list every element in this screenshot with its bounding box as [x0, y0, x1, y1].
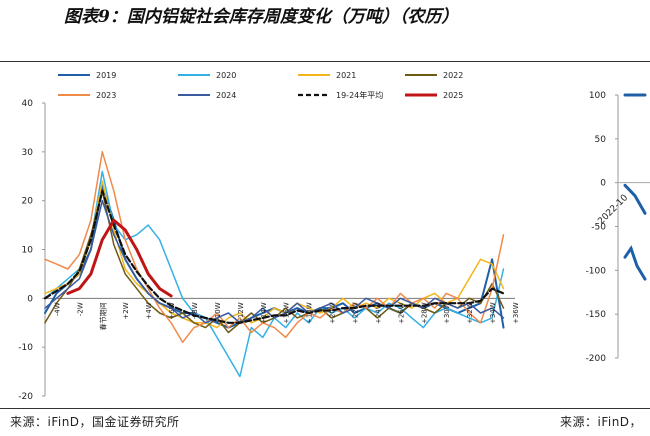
- right-y-tick-label: -100: [586, 266, 607, 276]
- x-tick-label: +28W: [420, 302, 428, 324]
- series-line-2022: [44, 190, 505, 334]
- bottom-rule: [0, 408, 650, 409]
- x-tick-label: +26W: [397, 302, 405, 324]
- legend-label-2019: 2019: [96, 71, 116, 80]
- y-tick-label: -10: [18, 343, 33, 353]
- right-y-tick-label: -150: [586, 310, 607, 320]
- right-y-tick-label: 100: [589, 91, 606, 101]
- x-tick-label: +16W: [283, 302, 291, 324]
- right-y-tick-label: 0: [600, 179, 606, 189]
- x-tick-label: +12W: [237, 302, 245, 324]
- right-series-line: [623, 245, 647, 281]
- x-tick-label: 春节期间: [98, 302, 107, 330]
- series-line-2025: [66, 218, 173, 298]
- y-tick-label: 10: [22, 246, 34, 256]
- x-tick-label: +2W: [122, 302, 130, 319]
- x-tick-label: +4W: [145, 302, 153, 319]
- x-tick-label: +20W: [329, 302, 337, 324]
- legend-label-2021: 2021: [336, 71, 356, 80]
- y-tick-label: 20: [22, 197, 34, 207]
- legend-label-2023: 2023: [96, 91, 116, 100]
- y-tick-label: -20: [18, 392, 33, 402]
- right-y-tick-label: -50: [591, 223, 606, 233]
- series-line-2020: [44, 170, 505, 378]
- x-tick-label: +14W: [260, 302, 268, 324]
- right-y-tick-label: -200: [586, 354, 607, 364]
- x-tick-label: +32W: [466, 302, 474, 324]
- series-line-19-24年平均: [43, 189, 505, 324]
- series-line-2023: [44, 151, 505, 344]
- y-tick-label: 0: [27, 294, 33, 304]
- x-tick-label: +6W: [168, 302, 176, 319]
- series-line-2021: [44, 180, 505, 329]
- y-tick-label: 40: [22, 99, 34, 109]
- x-tick-label: +8W: [191, 302, 199, 319]
- legend-label-2020: 2020: [216, 71, 236, 80]
- legend-label-2025: 2025: [443, 91, 463, 100]
- x-tick-label: +18W: [306, 302, 314, 324]
- source-note-right: 来源：iFinD，: [560, 415, 643, 429]
- right-x-tick-label: 2022-10: [596, 193, 630, 227]
- x-tick-label: +36W: [512, 302, 520, 324]
- x-tick-label: -4W: [53, 302, 61, 316]
- x-tick-label: +34W: [489, 302, 497, 324]
- x-tick-label: +22W: [352, 302, 360, 324]
- legend-label-2022: 2022: [443, 71, 463, 80]
- legend-label-2024: 2024: [216, 91, 236, 100]
- series-line-2019: [44, 185, 505, 329]
- x-tick-label: +10W: [214, 302, 222, 324]
- right-y-tick-label: 50: [595, 135, 607, 145]
- x-tick-label: +30W: [443, 302, 451, 324]
- figure-title: 图表9：国内铝锭社会库存周度变化（万吨）（农历）: [64, 7, 459, 27]
- source-note-left: 来源：iFinD，国金证券研究所: [10, 415, 180, 429]
- legend-label-19-24年平均: 19-24年平均: [336, 90, 383, 100]
- x-tick-label: -2W: [76, 302, 84, 316]
- x-tick-label: +24W: [374, 302, 382, 324]
- y-tick-label: 30: [22, 148, 34, 158]
- top-rule: [0, 61, 650, 62]
- right-series-line: [623, 183, 647, 215]
